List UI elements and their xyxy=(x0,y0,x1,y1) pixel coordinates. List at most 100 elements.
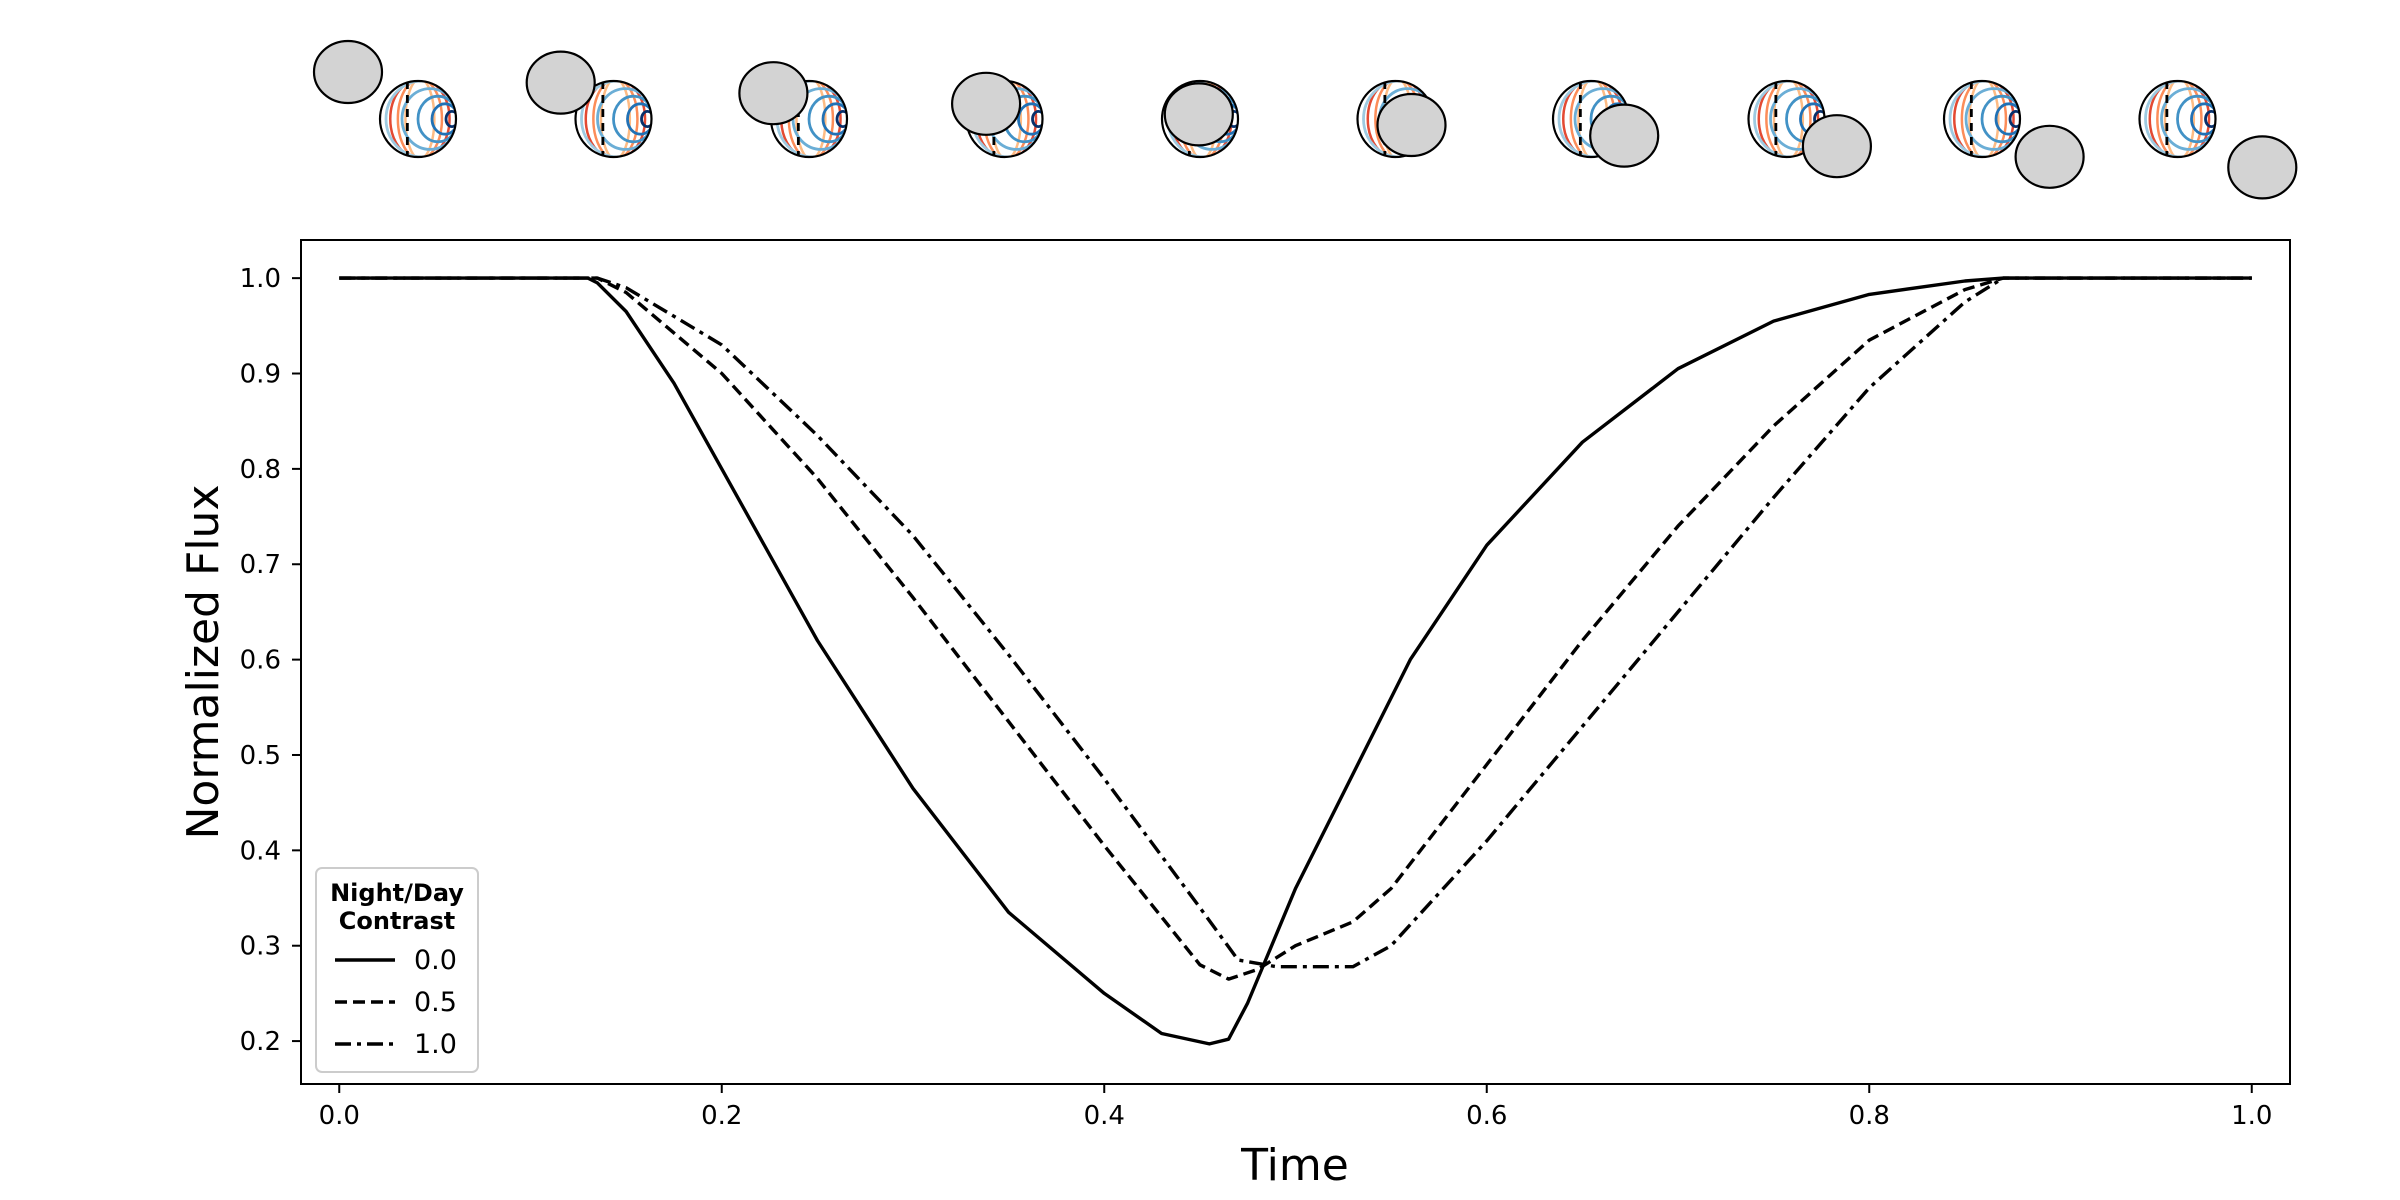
nightside-contour xyxy=(592,81,639,157)
planet-outline xyxy=(1160,79,1240,159)
x-tick-label: 0.0 xyxy=(319,1101,360,1131)
dayside-contour xyxy=(1948,81,2020,157)
dayside-contour xyxy=(1031,110,1043,129)
legend-entry-label: 1.0 xyxy=(414,1029,457,1060)
transit-frame xyxy=(1356,79,1447,159)
legend-title: Night/Day xyxy=(330,879,464,907)
series-line-0-0 xyxy=(339,276,2252,1046)
dayside-contour xyxy=(596,87,652,151)
occultor-disk xyxy=(950,71,1022,136)
y-tick-label: 0.6 xyxy=(240,646,281,676)
nightside-contour xyxy=(396,81,444,157)
occultor-disk xyxy=(2014,124,2085,189)
dayside-contour xyxy=(430,102,456,136)
x-tick-label: 1.0 xyxy=(2231,1101,2272,1131)
series-line-0-5 xyxy=(339,276,2252,981)
dayside-contour xyxy=(1753,81,1825,157)
dayside-contour xyxy=(1362,81,1434,157)
dayside-contour xyxy=(640,110,652,129)
planet-outline xyxy=(378,79,458,159)
dayside-contour xyxy=(1994,102,2020,136)
transit-frame xyxy=(1747,79,1873,179)
transit-frame xyxy=(950,71,1044,159)
transit-frame xyxy=(1551,79,1660,168)
occultor-disk xyxy=(1376,92,1447,158)
dayside-contour xyxy=(2190,102,2216,136)
dayside-contour xyxy=(384,81,456,157)
nightside-contour xyxy=(389,81,451,157)
nightside-contour xyxy=(1765,81,1812,157)
nightside-contour xyxy=(1960,81,2008,157)
dayside-contour xyxy=(2160,87,2216,151)
dayside-contour xyxy=(400,87,456,151)
planet-outline xyxy=(1942,79,2022,159)
transit-frame xyxy=(525,50,653,159)
nightside-contour xyxy=(2163,81,2196,157)
x-axis-label: Time xyxy=(1240,1140,1349,1191)
nightside-contour xyxy=(2148,81,2211,157)
nightside-contour xyxy=(584,81,647,157)
occultor-disk xyxy=(525,50,596,115)
dayside-contour xyxy=(580,81,652,157)
nightside-contour xyxy=(1772,81,1805,157)
nightside-contour xyxy=(1968,81,2000,157)
nightside-contour xyxy=(1953,81,2015,157)
dayside-contour xyxy=(2204,110,2216,129)
transit-frame xyxy=(1160,79,1240,159)
dayside-contour xyxy=(444,110,456,129)
y-tick-label: 0.2 xyxy=(240,1027,281,1057)
y-axis-label: Normalized Flux xyxy=(178,485,229,840)
y-tick-label: 0.7 xyxy=(240,550,281,580)
dayside-contour xyxy=(1017,102,1043,136)
transit-frame xyxy=(312,39,458,159)
y-tick-label: 0.8 xyxy=(240,455,281,485)
plot-area-frame xyxy=(300,239,2291,1085)
occultor-disk xyxy=(738,61,809,126)
occultor-disk xyxy=(1163,82,1234,147)
nightside-contour xyxy=(404,81,436,157)
x-tick-label: 0.8 xyxy=(1849,1101,1890,1131)
dayside-contour xyxy=(1980,94,2020,144)
y-tick-label: 0.5 xyxy=(240,741,281,771)
transit-frame xyxy=(2138,79,2298,200)
nightside-contour xyxy=(795,81,827,157)
y-tick-label: 0.9 xyxy=(240,360,281,390)
axes-ticks: 0.0 0.2 0.4 0.6 0.8 1.0 0.2 0.3 0.4 0.5 0.6 0.7 0.8 0… xyxy=(240,264,2273,1131)
transit-illustration xyxy=(312,39,2298,200)
dayside-contour xyxy=(2008,110,2020,129)
dayside-contour xyxy=(612,94,652,144)
x-tick-label: 0.6 xyxy=(1466,1101,1507,1131)
nightside-contour xyxy=(1757,81,1820,157)
dayside-contour xyxy=(1769,87,1825,151)
occultor-disk xyxy=(312,39,384,105)
planet-outline xyxy=(2138,79,2217,159)
series-lines xyxy=(339,276,2252,1046)
dayside-contour xyxy=(821,102,847,136)
x-tick-label: 0.2 xyxy=(701,1101,742,1131)
legend-box xyxy=(315,867,479,1073)
dayside-contour xyxy=(416,94,456,144)
nightside-contour xyxy=(599,81,632,157)
legend-entry-label: 0.0 xyxy=(414,945,457,976)
series-line-1-0 xyxy=(339,276,2252,969)
y-tick-label: 1.0 xyxy=(240,264,281,294)
occultor-disk xyxy=(1801,114,1873,179)
y-tick-label: 0.3 xyxy=(240,932,281,962)
dayside-contour xyxy=(807,94,847,144)
dayside-contour xyxy=(2176,94,2216,144)
nightside-contour xyxy=(2156,81,2203,157)
dayside-contour xyxy=(2144,81,2216,157)
legend-title: Contrast xyxy=(339,907,455,935)
dayside-contour xyxy=(835,110,847,129)
planet-outline xyxy=(574,79,653,159)
x-tick-label: 0.4 xyxy=(1084,1101,1125,1131)
transit-frame xyxy=(1942,79,2085,189)
occultor-disk xyxy=(2227,135,2298,200)
dayside-contour xyxy=(1557,81,1629,157)
transit-frame xyxy=(738,61,849,159)
occultor-disk xyxy=(1589,103,1660,168)
legend-entry-label: 0.5 xyxy=(414,987,457,1018)
dayside-contour xyxy=(1964,87,2020,151)
